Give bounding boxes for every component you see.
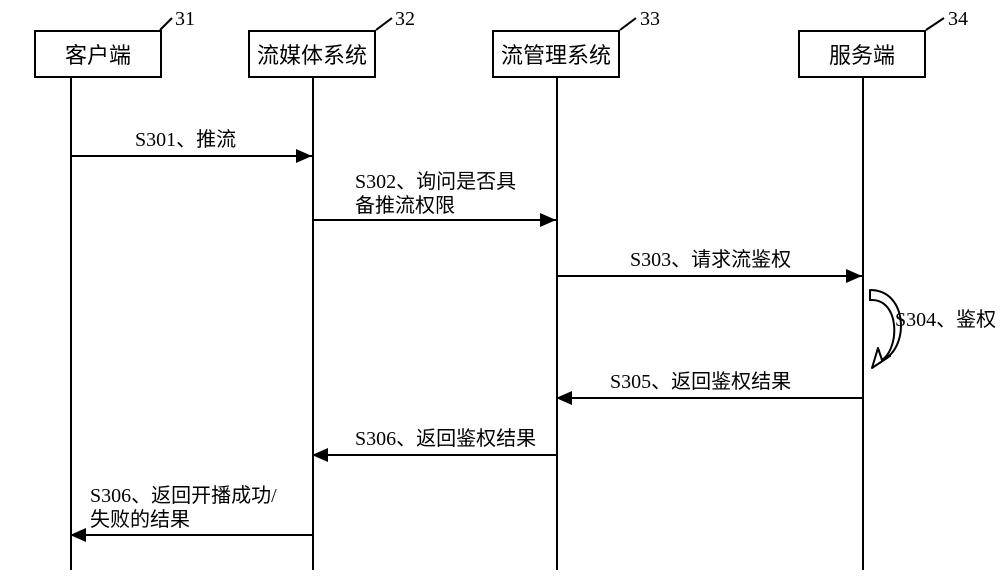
actor-box-2: 流管理系统 bbox=[492, 30, 620, 78]
arrow-s303 bbox=[846, 269, 862, 283]
msg-label-s306a: S306、返回鉴权结果 bbox=[355, 427, 536, 451]
arrow-s302 bbox=[540, 213, 556, 227]
actor-id-3: 34 bbox=[948, 8, 968, 31]
arrow-s301 bbox=[296, 149, 312, 163]
msg-label-s302: S302、询问是否具 备推流权限 bbox=[355, 170, 516, 218]
arrow-s305 bbox=[556, 391, 572, 405]
msg-line-s305 bbox=[556, 397, 862, 399]
msg-label-s301: S301、推流 bbox=[135, 128, 236, 152]
msg-label-s304: S304、鉴权 bbox=[895, 308, 996, 332]
lifeline-2 bbox=[556, 78, 558, 570]
msg-label-s305: S305、返回鉴权结果 bbox=[610, 370, 791, 394]
msg-label-s306b: S306、返回开播成功/ 失败的结果 bbox=[90, 484, 277, 532]
msg-line-s306b bbox=[70, 534, 312, 536]
msg-line-s301 bbox=[70, 155, 312, 157]
lifeline-1 bbox=[312, 78, 314, 570]
lifeline-0 bbox=[70, 78, 72, 570]
msg-label-s303: S303、请求流鉴权 bbox=[630, 248, 791, 272]
msg-line-s306a bbox=[312, 454, 556, 456]
msg-line-s303 bbox=[556, 275, 862, 277]
arrow-s306a bbox=[312, 448, 328, 462]
arrow-s306b bbox=[70, 528, 86, 542]
actor-id-1: 32 bbox=[395, 8, 415, 31]
actor-box-1: 流媒体系统 bbox=[248, 30, 376, 78]
msg-line-s302 bbox=[312, 219, 556, 221]
sequence-diagram: 客户端 31 流媒体系统 32 流管理系统 33 服务端 34 S301、推流 S302、询问是否… bbox=[0, 0, 1000, 581]
actor-box-3: 服务端 bbox=[798, 30, 926, 78]
actor-id-0: 31 bbox=[175, 8, 195, 31]
actor-id-2: 33 bbox=[640, 8, 660, 31]
actor-box-0: 客户端 bbox=[34, 30, 162, 78]
